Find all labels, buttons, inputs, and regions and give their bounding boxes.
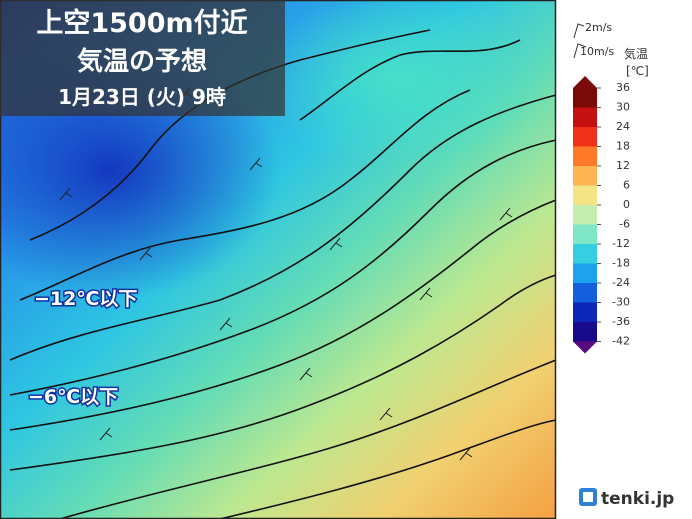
colorbar-tick-label: -36	[612, 315, 630, 328]
unit: [℃]	[626, 64, 649, 78]
colorbar-top	[573, 76, 597, 88]
colorbar-band	[573, 166, 597, 186]
colorbar-bottom	[573, 341, 597, 354]
date: 1月23日 (火) 9時	[58, 85, 226, 109]
colorbar-tick-label: -18	[612, 257, 630, 270]
colorbar-band	[573, 185, 597, 206]
logo: tenki.jp	[579, 488, 674, 509]
variable: 気温	[624, 46, 648, 61]
colorbar-band	[573, 302, 597, 323]
colorbar-tick-label: 0	[623, 198, 630, 211]
colorbar-band	[573, 127, 597, 147]
colorbar-tick-label: 18	[616, 140, 630, 153]
logo-text: tenki.jp	[601, 489, 674, 509]
colorbar-band	[573, 322, 597, 342]
colorbar-band	[573, 244, 597, 264]
colorbar-band	[573, 107, 597, 128]
title-box	[0, 0, 285, 116]
colorbar-tick-label: -6	[619, 218, 630, 231]
colorbar-band	[573, 205, 597, 225]
colorbar-band	[573, 283, 597, 303]
wind-small: 2m/s	[585, 21, 612, 34]
colorbar-band	[573, 263, 597, 284]
colorbar-band	[573, 88, 597, 108]
colorbar-band	[573, 224, 597, 245]
colorbar-tick-label: -42	[612, 335, 630, 348]
colorbar-tick-label: 12	[616, 159, 630, 172]
subtitle: 気温の予想	[77, 46, 207, 77]
colorbar-tick-label: 30	[616, 101, 630, 114]
map-label: −12℃以下	[34, 288, 137, 310]
colorbar-tick-label: 24	[616, 120, 630, 133]
colorbar-tick-label: -30	[612, 296, 630, 309]
colorbar-tick-label: 36	[616, 81, 630, 94]
wind-legend: 2m/s 10m/s 気温 [℃]	[573, 21, 649, 78]
title: 上空1500m付近	[36, 7, 247, 39]
map-label: −6℃以下	[28, 386, 118, 408]
colorbar-tick-label: -12	[612, 237, 630, 250]
colorbar-tick-label: -24	[612, 276, 630, 289]
colorbar-tick-label: 6	[623, 179, 630, 192]
colorbar-band	[573, 146, 597, 167]
wind-large: 10m/s	[580, 45, 614, 58]
